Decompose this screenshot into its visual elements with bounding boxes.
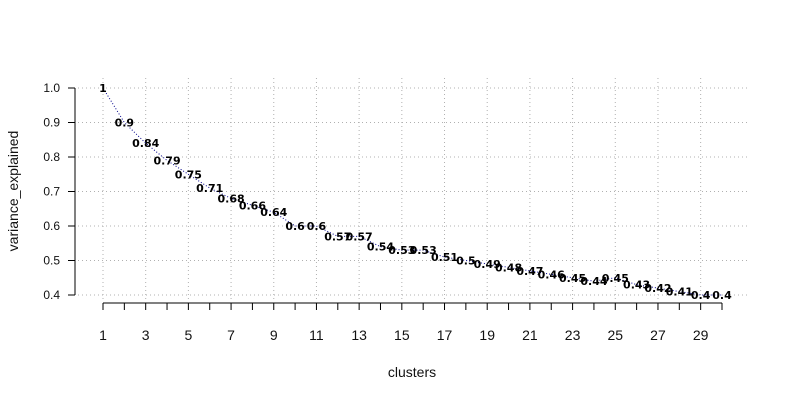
data-label: 0.5 [456, 255, 476, 268]
data-label: 0.54 [367, 241, 394, 254]
x-axis: 1 3 5 7 9 11 13 15 17 19 21 23 25 27 29 [99, 302, 723, 343]
y-axis: 0.4 0.5 0.6 0.7 0.8 0.9 1.0 [43, 81, 76, 302]
x-tick-label: 3 [142, 327, 150, 343]
data-label: 0.4 [691, 289, 711, 302]
x-tick-label: 13 [351, 327, 367, 343]
data-label: 0.64 [260, 206, 287, 219]
x-tick-label: 1 [99, 327, 107, 343]
data-label: 0.53 [410, 244, 437, 257]
x-tick-label: 11 [309, 327, 324, 343]
data-label: 0.6 [285, 220, 305, 233]
data-label: 0.75 [175, 168, 202, 181]
data-label: 0.42 [644, 282, 671, 295]
series-line [102, 87, 722, 296]
data-label: 0.49 [474, 258, 501, 271]
x-tick-label: 19 [479, 327, 495, 343]
data-label: 1 [99, 82, 107, 95]
data-label: 0.43 [623, 279, 650, 292]
data-label: 0.84 [132, 137, 159, 150]
data-label: 0.51 [431, 251, 458, 264]
data-label: 0.45 [559, 272, 586, 285]
y-tick-label: 0.4 [43, 288, 60, 302]
data-label: 0.71 [196, 182, 223, 195]
data-label: 0.4 [712, 289, 732, 302]
y-axis-title: variance_explained [5, 131, 21, 252]
data-label: 0.57 [324, 230, 351, 243]
x-axis-title: clusters [388, 364, 436, 380]
x-tick-label: 21 [522, 327, 538, 343]
data-label: 0.79 [153, 154, 180, 167]
y-tick-label: 0.9 [43, 116, 60, 130]
data-label: 0.46 [538, 268, 565, 281]
grid [78, 78, 748, 301]
data-label: 0.41 [666, 286, 693, 299]
data-label: 0.66 [239, 199, 266, 212]
data-label: 0.9 [115, 117, 135, 130]
series-polyline [102, 87, 722, 296]
x-tick-label: 17 [437, 327, 453, 343]
data-label: 0.57 [346, 230, 373, 243]
x-tick-label: 9 [270, 327, 278, 343]
x-tick-label: 15 [394, 327, 410, 343]
data-label: 0.48 [495, 261, 522, 274]
x-tick-label: 25 [607, 327, 623, 343]
x-tick-label: 27 [650, 327, 666, 343]
y-tick-label: 0.5 [43, 254, 60, 268]
data-labels: 10.90.840.790.750.710.680.660.640.6 0.60.… [99, 82, 732, 302]
y-tick-label: 0.6 [43, 219, 60, 233]
data-label: 0.47 [516, 265, 543, 278]
data-label: 0.6 [307, 220, 327, 233]
data-label: 0.68 [217, 192, 244, 205]
x-tick-label: 5 [184, 327, 192, 343]
y-tick-label: 0.7 [43, 185, 60, 199]
data-label: 0.53 [388, 244, 415, 257]
y-tick-label: 1.0 [43, 81, 60, 95]
data-label: 0.44 [580, 275, 607, 288]
x-tick-label: 23 [565, 327, 581, 343]
x-tick-label: 7 [227, 327, 235, 343]
x-tick-label: 29 [693, 327, 709, 343]
y-tick-label: 0.8 [43, 150, 60, 164]
data-label: 0.45 [602, 272, 629, 285]
